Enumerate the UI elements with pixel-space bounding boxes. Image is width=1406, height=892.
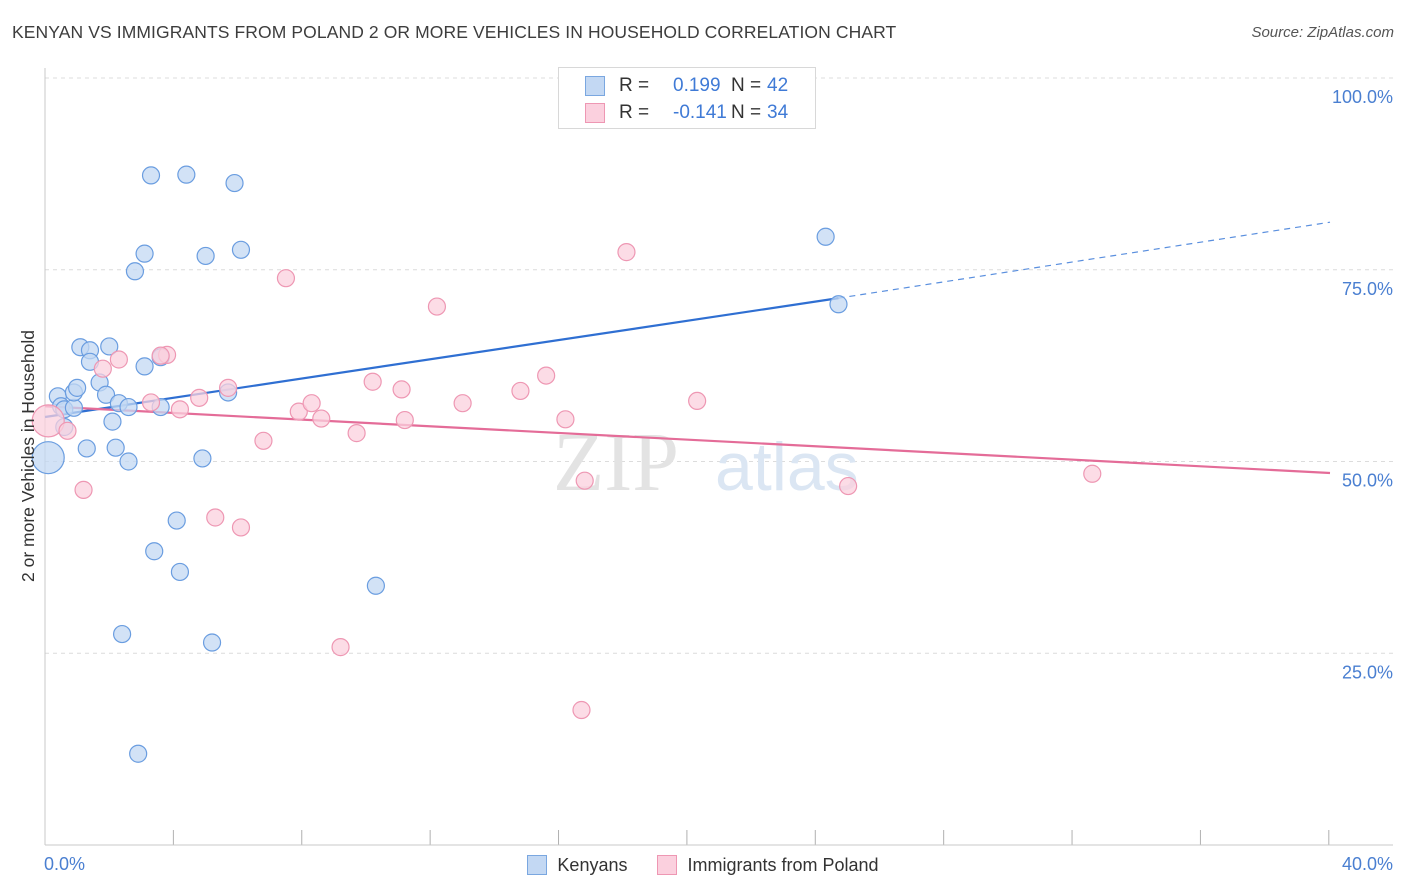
kenyans-point[interactable] <box>167 511 186 530</box>
kenyans-point[interactable] <box>119 452 138 471</box>
trend-line-kenyans <box>44 297 839 419</box>
poland-point[interactable] <box>276 269 296 288</box>
legend-item-kenyans[interactable]: Kenyans <box>527 855 627 876</box>
legend-label: Immigrants from Poland <box>687 854 879 875</box>
y-axis-label: 2 or more Vehicles in Household <box>18 330 38 582</box>
legend-label: Kenyans <box>557 854 628 875</box>
poland-point[interactable] <box>1083 464 1102 483</box>
r-label: R = <box>619 102 650 123</box>
kenyans-point[interactable] <box>225 173 244 193</box>
poland-point[interactable] <box>427 297 447 316</box>
kenyans-point[interactable] <box>196 246 215 266</box>
kenyans-point[interactable] <box>96 385 116 404</box>
kenyans-point[interactable] <box>202 633 222 652</box>
chart-title: KENYAN VS IMMIGRANTS FROM POLAND 2 OR MO… <box>12 22 897 42</box>
series-legend: Kenyans Immigrants from Poland <box>0 852 1406 878</box>
poland-point[interactable] <box>537 366 556 385</box>
kenyans-point[interactable] <box>112 624 132 644</box>
source-label: Source: ZipAtlas.com <box>1251 24 1394 41</box>
poland-point[interactable] <box>839 476 858 496</box>
poland-point[interactable] <box>74 480 93 499</box>
kenyans-point[interactable] <box>135 357 154 376</box>
kenyans-point[interactable] <box>64 398 84 417</box>
kenyans-point[interactable] <box>141 166 161 185</box>
poland-point[interactable] <box>453 394 472 413</box>
watermark: ZIP atlas <box>553 416 859 509</box>
kenyans-point[interactable] <box>119 397 138 417</box>
y-tick-label: 25.0% <box>1342 662 1393 682</box>
poland-point[interactable] <box>289 402 308 421</box>
poland-point[interactable] <box>688 391 707 411</box>
poland-point[interactable] <box>58 421 77 440</box>
poland-point[interactable] <box>556 410 575 429</box>
kenyans-point[interactable] <box>177 165 196 184</box>
x-tick-label: 0.0% <box>44 854 85 874</box>
kenyans-point[interactable] <box>829 295 848 314</box>
kenyans-point[interactable] <box>125 262 145 281</box>
poland-point[interactable] <box>511 381 530 401</box>
kenyans-point[interactable] <box>366 576 385 595</box>
kenyans-point[interactable] <box>68 378 87 397</box>
kenyans-legend-swatch <box>527 855 548 875</box>
poland-swatch <box>585 103 605 123</box>
trend-line-kenyans-extension <box>838 221 1331 299</box>
n-value: 34 <box>767 102 789 123</box>
kenyans-point[interactable] <box>77 439 96 458</box>
n-value: 42 <box>767 75 789 96</box>
poland-point[interactable] <box>331 638 350 657</box>
poland-legend-swatch <box>657 855 678 875</box>
poland-point[interactable] <box>617 243 636 262</box>
poland-point[interactable] <box>141 393 161 412</box>
kenyans-point[interactable] <box>100 337 119 356</box>
poland-point[interactable] <box>190 388 209 407</box>
kenyans-point[interactable] <box>231 240 251 259</box>
poland-point[interactable] <box>109 350 128 369</box>
poland-point[interactable] <box>312 409 331 428</box>
legend-item-poland[interactable]: Immigrants from Poland <box>657 854 879 876</box>
poland-point[interactable] <box>254 431 273 450</box>
watermark-zip: ZIP <box>553 416 679 509</box>
kenyans-swatch <box>585 76 605 96</box>
kenyans-point[interactable] <box>106 438 125 457</box>
poland-point[interactable] <box>395 410 414 430</box>
poland-point[interactable] <box>347 424 366 443</box>
n-label: N = <box>731 102 762 123</box>
kenyans-point[interactable] <box>31 441 65 475</box>
y-tick-label: 75.0% <box>1342 279 1393 299</box>
poland-point[interactable] <box>392 380 411 399</box>
poland-point[interactable] <box>219 378 238 397</box>
r-value: 0.199 <box>673 75 721 96</box>
trend-lines <box>44 221 1331 475</box>
poland-point[interactable] <box>170 400 190 419</box>
data-points <box>31 165 1102 763</box>
poland-point[interactable] <box>31 404 65 438</box>
kenyans-point[interactable] <box>135 244 154 263</box>
n-label: N = <box>731 75 762 96</box>
poland-point[interactable] <box>93 359 112 378</box>
y-tick-label: 50.0% <box>1342 471 1393 491</box>
r-value: -0.141 <box>673 102 727 123</box>
x-tick-label: 40.0% <box>1342 854 1393 874</box>
watermark-atlas: atlas <box>715 429 859 505</box>
trend-line-poland <box>44 405 1331 475</box>
poland-point[interactable] <box>151 346 170 365</box>
kenyans-point[interactable] <box>193 449 212 468</box>
poland-point[interactable] <box>575 471 594 490</box>
poland-point[interactable] <box>363 372 382 391</box>
poland-point[interactable] <box>206 508 225 527</box>
kenyans-point[interactable] <box>103 412 122 431</box>
poland-point[interactable] <box>572 700 591 720</box>
poland-point[interactable] <box>231 518 251 537</box>
kenyans-point[interactable] <box>129 744 148 763</box>
r-label: R = <box>619 75 650 96</box>
y-tick-label: 100.0% <box>1332 87 1393 107</box>
kenyans-point[interactable] <box>816 227 835 246</box>
tick-labels: 100.0% 75.0% 50.0% 25.0% 0.0% 40.0% <box>44 87 1393 874</box>
stats-legend: R = 0.199 N = 42 R = -0.141 N = 34 <box>558 67 816 129</box>
poland-point[interactable] <box>302 394 321 413</box>
kenyans-point[interactable] <box>145 542 164 561</box>
kenyans-point[interactable] <box>170 562 190 582</box>
